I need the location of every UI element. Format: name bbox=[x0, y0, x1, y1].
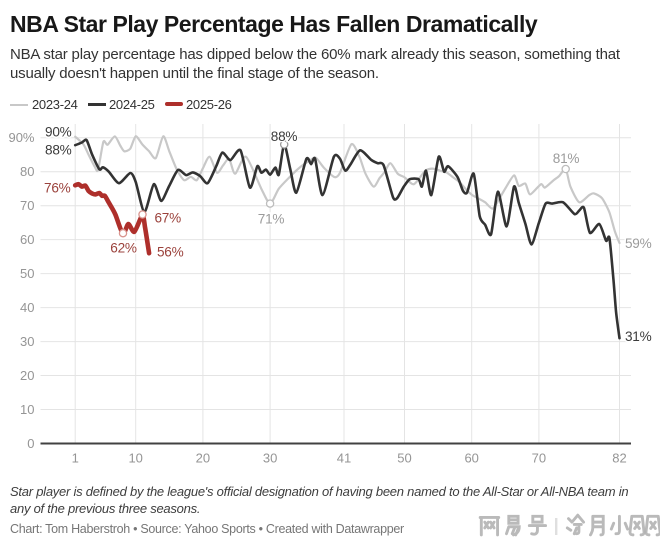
svg-text:20: 20 bbox=[20, 368, 34, 383]
svg-text:67%: 67% bbox=[155, 211, 182, 226]
svg-text:90%: 90% bbox=[45, 125, 72, 140]
svg-text:40: 40 bbox=[20, 300, 34, 315]
svg-text:60: 60 bbox=[20, 232, 34, 247]
svg-text:30: 30 bbox=[263, 451, 277, 466]
svg-text:81%: 81% bbox=[553, 151, 580, 166]
svg-text:41: 41 bbox=[337, 451, 351, 466]
svg-text:56%: 56% bbox=[157, 245, 184, 260]
svg-text:60: 60 bbox=[464, 451, 478, 466]
svg-text:59%: 59% bbox=[625, 236, 652, 251]
svg-text:70: 70 bbox=[20, 198, 34, 213]
svg-text:71%: 71% bbox=[258, 212, 285, 227]
svg-text:31%: 31% bbox=[625, 329, 652, 344]
svg-text:1: 1 bbox=[72, 451, 79, 466]
svg-text:82: 82 bbox=[612, 451, 626, 466]
svg-text:76%: 76% bbox=[44, 181, 71, 196]
svg-text:30: 30 bbox=[20, 334, 34, 349]
svg-text:88%: 88% bbox=[271, 129, 298, 144]
svg-text:88%: 88% bbox=[45, 143, 72, 158]
svg-text:50: 50 bbox=[20, 266, 34, 281]
svg-text:10: 10 bbox=[128, 451, 142, 466]
svg-text:62%: 62% bbox=[110, 240, 137, 255]
svg-text:10: 10 bbox=[20, 402, 34, 417]
svg-text:0: 0 bbox=[27, 436, 34, 451]
svg-text:70: 70 bbox=[532, 451, 546, 466]
svg-text:20: 20 bbox=[196, 451, 210, 466]
svg-text:50: 50 bbox=[397, 451, 411, 466]
svg-text:80: 80 bbox=[20, 164, 34, 179]
svg-text:90%: 90% bbox=[8, 130, 34, 145]
